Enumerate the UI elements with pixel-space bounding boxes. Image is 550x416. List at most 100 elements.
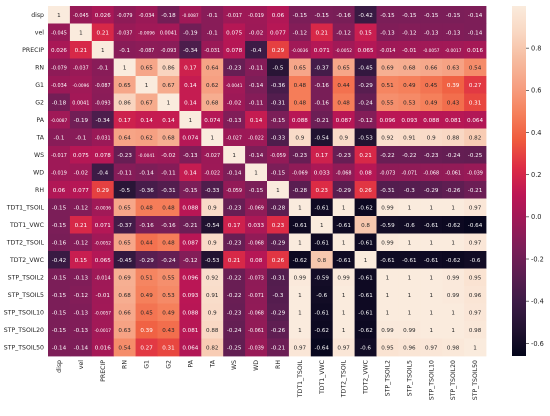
heatmap-cell <box>354 128 377 147</box>
cell-value-label: -0.13 <box>183 153 198 159</box>
heatmap-cell <box>310 93 334 112</box>
heatmap-cell <box>398 111 421 129</box>
cell-value-label: -0.14 <box>468 13 483 19</box>
heatmap-cell <box>398 58 421 77</box>
heatmap-cell <box>464 76 487 94</box>
heatmap-cell <box>354 181 377 199</box>
cell-value-label: 0.065 <box>95 258 111 264</box>
cell-value-label: -0.045 <box>73 13 89 19</box>
cell-value-label: -0.28 <box>293 188 308 194</box>
heatmap-cell <box>420 251 443 269</box>
heatmap-cell <box>464 268 487 287</box>
heatmap-cell <box>91 128 115 147</box>
cell-value-label: -0.29 <box>336 188 351 194</box>
heatmap-cell <box>310 303 334 322</box>
cell-value-label: -0.45 <box>117 258 132 264</box>
cell-value-label: -0.1 <box>53 135 64 141</box>
heatmap-cell <box>223 146 246 164</box>
cell-value-label: 0.074 <box>182 135 198 141</box>
heatmap-cell <box>376 6 399 24</box>
heatmap-cell <box>223 268 246 287</box>
heatmap-cell <box>332 128 355 147</box>
heatmap-cell <box>179 303 202 322</box>
cell-value-label: -0.12 <box>402 30 416 36</box>
cell-value-label: -0.12 <box>74 240 88 246</box>
cell-value-label: -0.22 <box>227 275 241 281</box>
row-label: STP_TSOIL5 <box>8 292 44 299</box>
heatmap-cell <box>223 286 246 304</box>
heatmap-cell <box>91 338 115 357</box>
cell-value-label: -0.23 <box>227 310 242 316</box>
cell-value-label: 0.21 <box>359 153 372 159</box>
cell-value-label: -0.61 <box>424 223 439 229</box>
cell-value-label: -0.62 <box>293 258 307 264</box>
heatmap-cell <box>442 181 465 199</box>
cell-value-label: 0.0041 <box>72 100 89 106</box>
heatmap-cell <box>157 321 180 339</box>
heatmap-cell <box>420 216 443 234</box>
heatmap-cell <box>442 198 465 217</box>
heatmap-cell <box>332 181 355 199</box>
cell-value-label: -0.61 <box>358 293 373 299</box>
heatmap-cell <box>288 181 312 199</box>
cell-value-label: -0.13 <box>227 118 242 124</box>
cell-value-label: -0.61 <box>358 310 373 316</box>
colorbar: -0.6 -0.4 -0.2 0.0 0.2 0.4 0.6 0.8 <box>512 6 544 356</box>
heatmap-cell <box>223 321 246 339</box>
heatmap-cell <box>245 268 268 287</box>
cell-value-label: 1 <box>408 310 412 316</box>
heatmap-cell <box>442 216 465 234</box>
cell-value-label: 0.53 <box>403 100 416 106</box>
heatmap-cell <box>376 58 399 77</box>
colorbar-tick-label: 0.2 <box>531 171 542 179</box>
heatmap-cell <box>245 128 268 147</box>
cell-value-label: 1 <box>342 328 346 334</box>
cell-value-label: 0.033 <box>248 223 264 229</box>
cell-value-label: 0.45 <box>425 83 438 89</box>
heatmap-cell <box>398 198 421 217</box>
cell-value-label: 1 <box>429 205 433 211</box>
cell-value-label: 0.92 <box>206 275 218 281</box>
heatmap-cell <box>267 198 290 217</box>
heatmap-cell <box>310 76 334 94</box>
cell-value-label: -0.13 <box>424 30 439 36</box>
cell-value-label: -0.071 <box>401 170 417 176</box>
cell-value-label: 0.06 <box>272 13 285 19</box>
heatmap-cell <box>267 93 290 112</box>
cell-value-label: 0.97 <box>294 345 307 351</box>
heatmap-cell <box>464 111 487 129</box>
cell-value-label: 0.21 <box>228 258 241 264</box>
cell-value-label: -0.4 <box>97 170 108 176</box>
heatmap-cell <box>245 198 268 217</box>
cell-value-label: 0.27 <box>140 345 153 351</box>
cell-value-label: -0.14 <box>468 30 483 36</box>
cell-value-label: 0.65 <box>118 240 131 246</box>
heatmap-cell <box>157 268 180 287</box>
heatmap-cell <box>245 163 268 182</box>
cell-value-label: -0.037 <box>73 65 89 71</box>
cell-value-label: -0.1 <box>75 135 86 141</box>
heatmap-cell <box>201 128 224 147</box>
cell-value-label: 1 <box>123 65 127 71</box>
heatmap-cell <box>201 146 224 164</box>
cell-value-label: -0.11 <box>161 170 176 176</box>
cell-value-label: -0.073 <box>380 170 396 176</box>
heatmap-cell <box>69 76 93 94</box>
cell-value-label: 1 <box>386 275 390 281</box>
cell-value-label: 1 <box>79 30 83 36</box>
heatmap-cell <box>376 198 399 217</box>
heatmap-cell <box>332 198 355 217</box>
cell-value-label: 0.96 <box>469 293 482 299</box>
heatmap-cell <box>288 146 312 164</box>
heatmap-cell <box>245 93 268 112</box>
cell-value-label: 1 <box>276 188 280 194</box>
heatmap-cell <box>354 338 377 357</box>
cell-value-label: 0.17 <box>118 118 131 124</box>
heatmap-cell <box>157 181 180 199</box>
heatmap-cell <box>91 181 115 199</box>
cell-value-label: 1 <box>408 275 412 281</box>
cell-value-label: 0.08 <box>250 258 263 264</box>
heatmap-cell <box>135 111 158 129</box>
cell-value-label: 0.82 <box>469 135 481 141</box>
cell-value-label: 0.99 <box>381 205 394 211</box>
